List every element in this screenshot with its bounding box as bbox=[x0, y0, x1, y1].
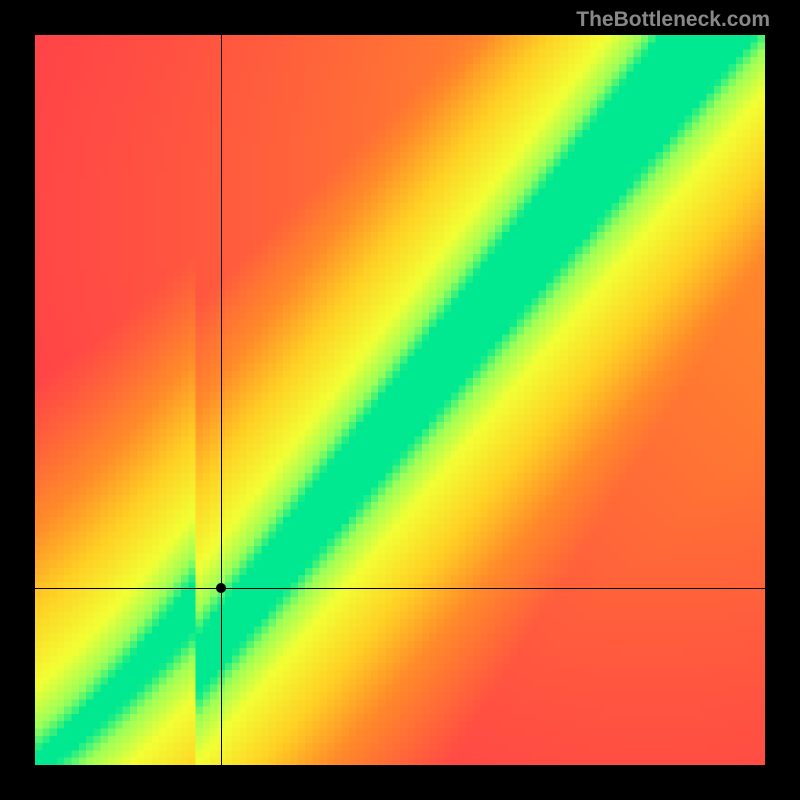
heatmap-canvas bbox=[35, 35, 765, 765]
crosshair-vertical bbox=[221, 35, 222, 765]
bottleneck-heatmap-plot bbox=[35, 35, 765, 765]
crosshair-point bbox=[216, 583, 226, 593]
watermark-text: TheBottleneck.com bbox=[576, 8, 770, 32]
crosshair-horizontal bbox=[35, 588, 765, 589]
